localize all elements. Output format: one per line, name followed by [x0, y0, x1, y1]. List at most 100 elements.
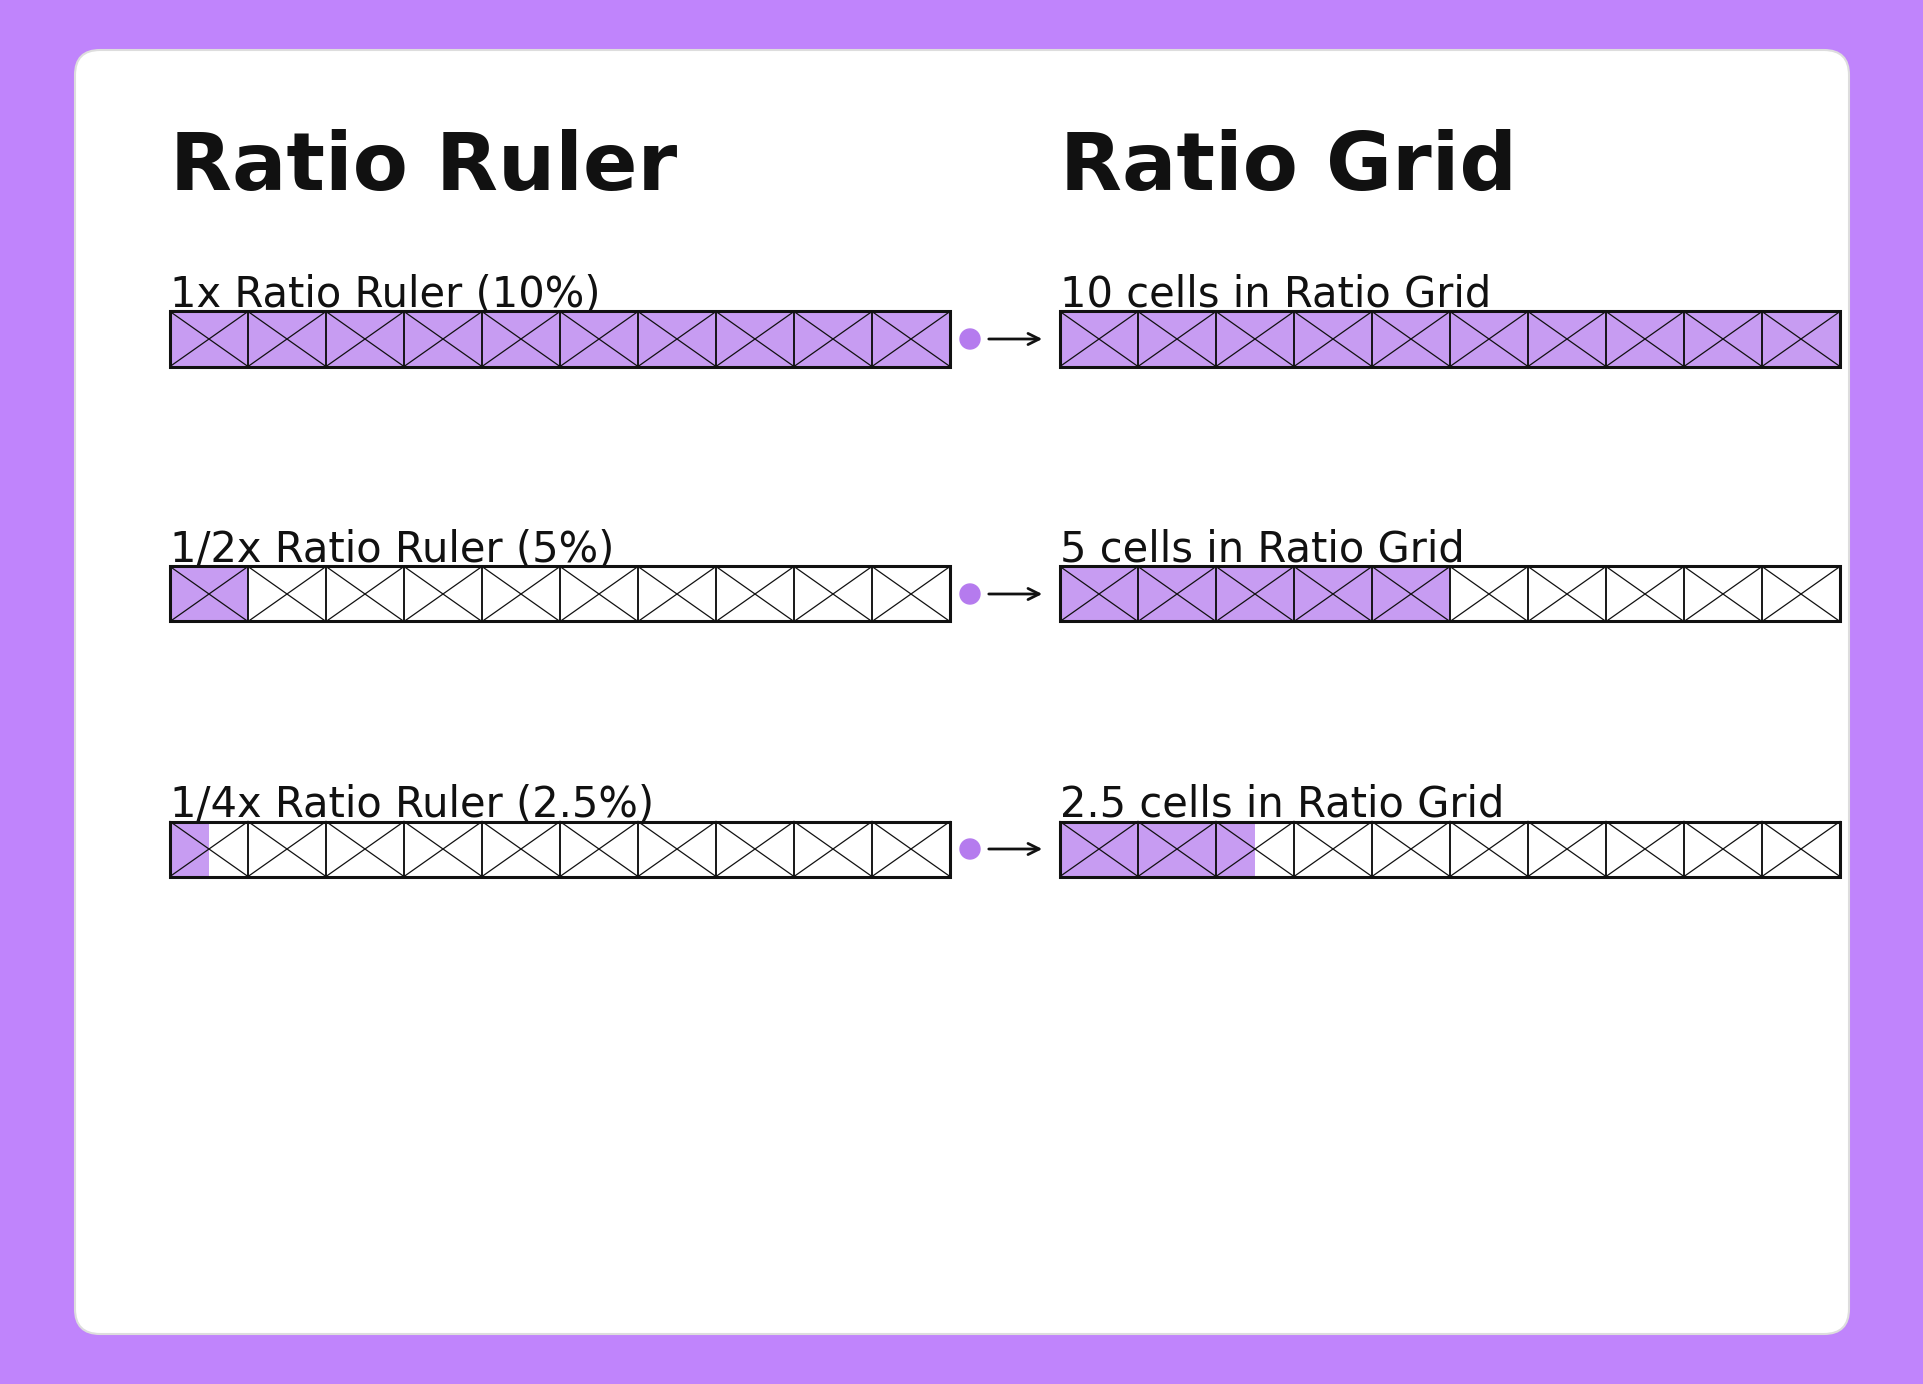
Bar: [638, 311, 715, 367]
Bar: [1060, 311, 1136, 367]
Bar: [1060, 566, 1136, 621]
Bar: [638, 566, 715, 621]
Bar: [638, 822, 715, 876]
Bar: [794, 566, 871, 621]
Text: 1/2x Ratio Ruler (5%): 1/2x Ratio Ruler (5%): [169, 529, 613, 572]
Bar: [248, 311, 325, 367]
Text: 10 cells in Ratio Grid: 10 cells in Ratio Grid: [1060, 274, 1490, 316]
Bar: [871, 311, 950, 367]
Bar: [483, 311, 560, 367]
Bar: [871, 311, 950, 367]
Bar: [638, 311, 715, 367]
Bar: [483, 311, 560, 367]
Bar: [325, 311, 404, 367]
Bar: [1371, 311, 1450, 367]
Bar: [1294, 566, 1371, 621]
Bar: [1215, 311, 1294, 367]
Bar: [715, 822, 794, 876]
Text: Ratio Grid: Ratio Grid: [1060, 129, 1515, 208]
Bar: [404, 311, 483, 367]
Bar: [1060, 822, 1136, 876]
Bar: [1215, 822, 1254, 876]
Text: Ratio Ruler: Ratio Ruler: [169, 129, 677, 208]
Bar: [560, 311, 638, 367]
Bar: [1450, 566, 1527, 621]
Bar: [169, 566, 248, 621]
Bar: [483, 822, 560, 876]
Bar: [560, 822, 638, 876]
Bar: [1761, 822, 1838, 876]
Bar: [1294, 566, 1371, 621]
Bar: [325, 566, 404, 621]
Bar: [169, 566, 248, 621]
Bar: [1294, 822, 1371, 876]
Bar: [1606, 311, 1683, 367]
FancyBboxPatch shape: [75, 50, 1848, 1334]
Bar: [715, 566, 794, 621]
Bar: [169, 311, 248, 367]
Bar: [248, 311, 325, 367]
Bar: [483, 566, 560, 621]
Bar: [404, 311, 483, 367]
Bar: [1606, 566, 1683, 621]
Bar: [404, 566, 483, 621]
Bar: [715, 311, 794, 367]
Bar: [871, 566, 950, 621]
Bar: [248, 822, 325, 876]
Bar: [1136, 311, 1215, 367]
Bar: [1215, 822, 1294, 876]
Bar: [169, 822, 210, 876]
Bar: [794, 311, 871, 367]
Bar: [1450, 822, 1527, 876]
Bar: [1294, 311, 1371, 367]
Bar: [1136, 822, 1215, 876]
Bar: [1215, 311, 1294, 367]
Bar: [248, 566, 325, 621]
Bar: [1060, 566, 1838, 621]
Bar: [1683, 822, 1761, 876]
Bar: [169, 822, 248, 876]
Bar: [404, 822, 483, 876]
Bar: [1060, 311, 1136, 367]
Bar: [715, 311, 794, 367]
Bar: [1060, 566, 1136, 621]
Bar: [1371, 566, 1450, 621]
Text: 1/4x Ratio Ruler (2.5%): 1/4x Ratio Ruler (2.5%): [169, 783, 654, 826]
Text: 2.5 cells in Ratio Grid: 2.5 cells in Ratio Grid: [1060, 783, 1504, 826]
Circle shape: [960, 839, 979, 859]
Bar: [560, 311, 638, 367]
Bar: [794, 311, 871, 367]
Bar: [1761, 566, 1838, 621]
Bar: [1136, 311, 1215, 367]
Bar: [1371, 822, 1450, 876]
Bar: [871, 822, 950, 876]
Text: 5 cells in Ratio Grid: 5 cells in Ratio Grid: [1060, 529, 1463, 572]
Bar: [1527, 311, 1606, 367]
Bar: [1215, 566, 1294, 621]
Bar: [1136, 566, 1215, 621]
Bar: [325, 822, 404, 876]
Bar: [1294, 311, 1371, 367]
Bar: [325, 311, 404, 367]
Circle shape: [960, 584, 979, 603]
Bar: [1450, 311, 1527, 367]
Bar: [1371, 311, 1450, 367]
Bar: [1450, 311, 1527, 367]
Bar: [1371, 566, 1450, 621]
Bar: [1606, 822, 1683, 876]
Bar: [1060, 822, 1136, 876]
Bar: [1527, 311, 1606, 367]
Bar: [1683, 566, 1761, 621]
Bar: [169, 311, 950, 367]
Bar: [1136, 822, 1215, 876]
Bar: [1060, 311, 1838, 367]
Bar: [1215, 566, 1294, 621]
Bar: [169, 566, 950, 621]
Bar: [560, 566, 638, 621]
Bar: [1527, 822, 1606, 876]
Bar: [1060, 822, 1838, 876]
Text: 1x Ratio Ruler (10%): 1x Ratio Ruler (10%): [169, 274, 600, 316]
Bar: [794, 822, 871, 876]
Bar: [1527, 566, 1606, 621]
Bar: [1136, 566, 1215, 621]
